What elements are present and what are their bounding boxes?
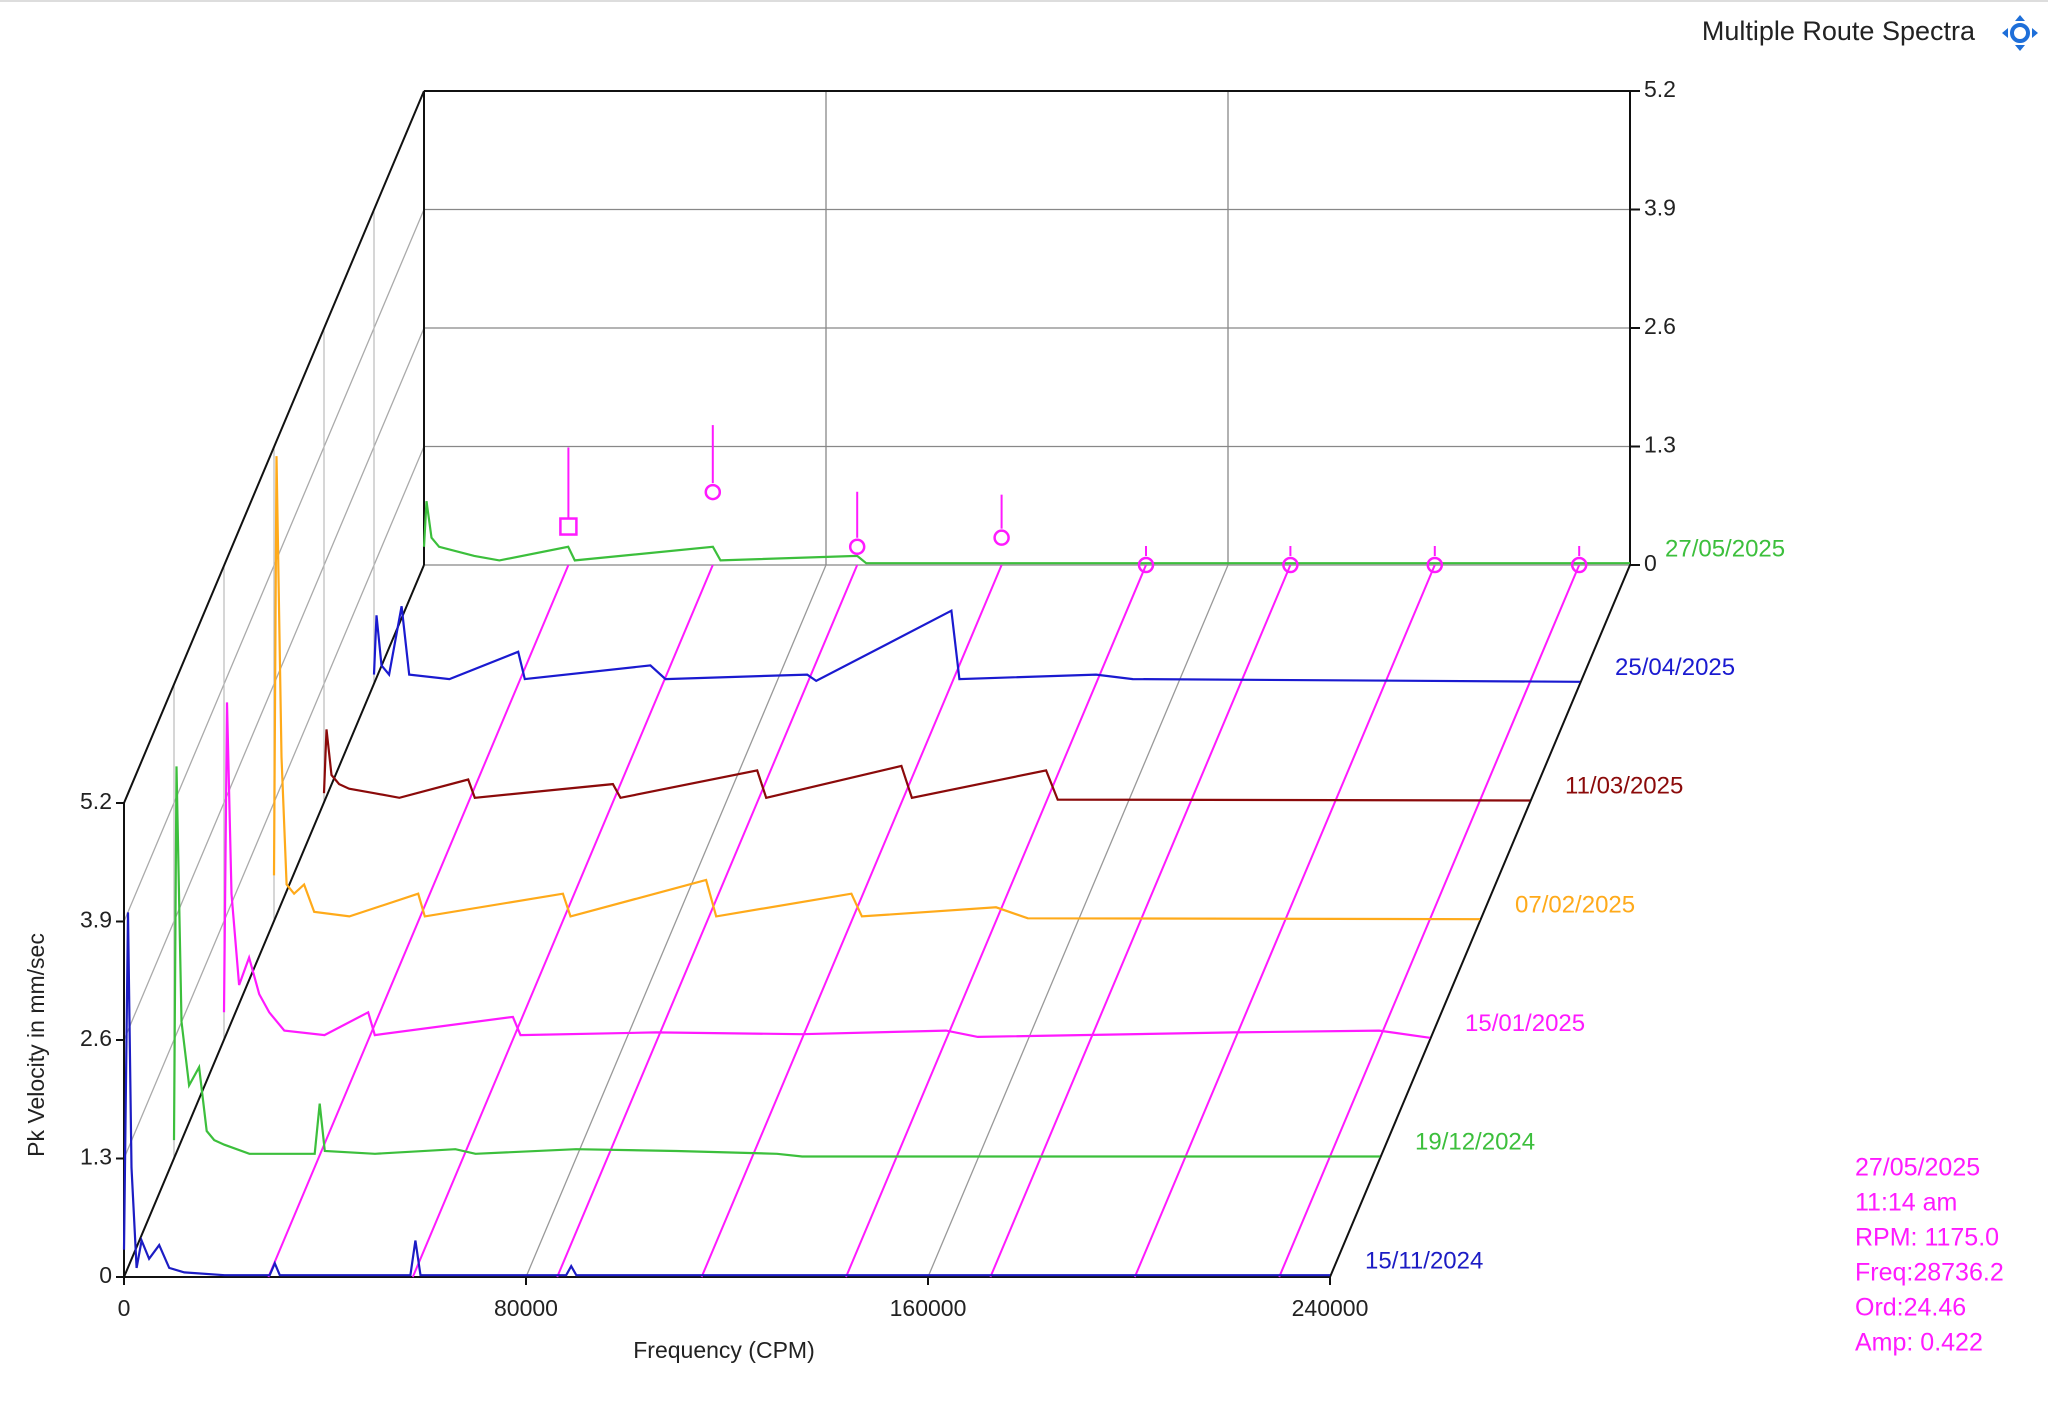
harmonic-line [1133,564,1436,1278]
series-label: 25/04/2025 [1615,654,1735,681]
cursor-marker [559,517,578,536]
spectrum-line [172,766,1380,1158]
floor-left-edge [123,564,425,1278]
harmonic-line [411,564,714,1278]
icon-arrows[interactable] [2002,15,2038,51]
x-tick-label: 80000 [494,1295,558,1321]
spectrum-line [222,702,1431,1039]
harmonic-marker [1570,556,1588,574]
cursor-info: Freq:28736.2 [1855,1259,2004,1287]
y2-tick-label: 2.6 [1644,313,1676,339]
spectrum-line [372,606,1581,683]
y2-tick-label: 3.9 [1644,195,1676,221]
y2-tick-label: 5.2 [1644,76,1676,102]
chart-title: Multiple Route Spectra [1702,16,1976,46]
y-tick-label: 0 [99,1262,112,1288]
harmonic-marker [1137,556,1155,574]
x-tick-label: 160000 [890,1295,967,1321]
y2-tick-label: 1.3 [1644,432,1676,458]
spectrum-line [122,912,1330,1277]
cursor-info: Ord:24.46 [1855,1294,1966,1322]
harmonic-marker [848,538,866,556]
cursor-info: Amp: 0.422 [1855,1329,1983,1357]
series-label: 27/05/2025 [1665,535,1785,562]
x-tick-label: 240000 [1292,1295,1369,1321]
floor-right-edge [1329,564,1631,1278]
harmonic-marker [1426,556,1444,574]
series-label: 19/12/2024 [1415,1129,1535,1156]
harmonic-marker [1282,556,1299,574]
y-tick-label: 3.9 [80,907,112,933]
harmonic-line [1278,564,1581,1278]
title-icon[interactable] [2002,15,2038,51]
cursor-info: 11:14 am [1855,1189,1957,1217]
top-left-edge [123,90,425,804]
y-tick-label: 2.6 [80,1025,112,1051]
harmonic-line [989,564,1292,1278]
harmonic-line [556,564,859,1278]
y-tick-label: 1.3 [80,1144,112,1170]
harmonic-line [845,564,1147,1278]
cursor-info: 27/05/2025 [1855,1154,1980,1182]
harmonic-line [700,564,1003,1278]
spectrum-line [272,456,1481,921]
y-tick-label: 5.2 [80,788,112,814]
cursor-info: RPM: 1175.0 [1855,1224,1999,1252]
spectrum-line [322,729,1531,802]
harmonic-marker [993,529,1010,546]
x-axis-label: Frequency (CPM) [633,1337,814,1363]
series-label: 15/01/2025 [1465,1010,1585,1037]
series-label: 11/03/2025 [1565,773,1683,800]
series-label: 07/02/2025 [1515,891,1635,918]
y-axis-label: Pk Velocity in mm/sec [23,933,49,1157]
series-label: 15/11/2024 [1365,1247,1483,1274]
icon-ring[interactable] [2010,23,2030,43]
x-tick-label: 0 [118,1295,131,1321]
floor-grid-line [525,564,827,1278]
harmonic-marker [704,483,722,501]
floor-grid-line [927,564,1229,1278]
y2-tick-label: 0 [1644,550,1657,576]
spectrum-line [422,501,1630,565]
harmonic-line [267,564,570,1278]
